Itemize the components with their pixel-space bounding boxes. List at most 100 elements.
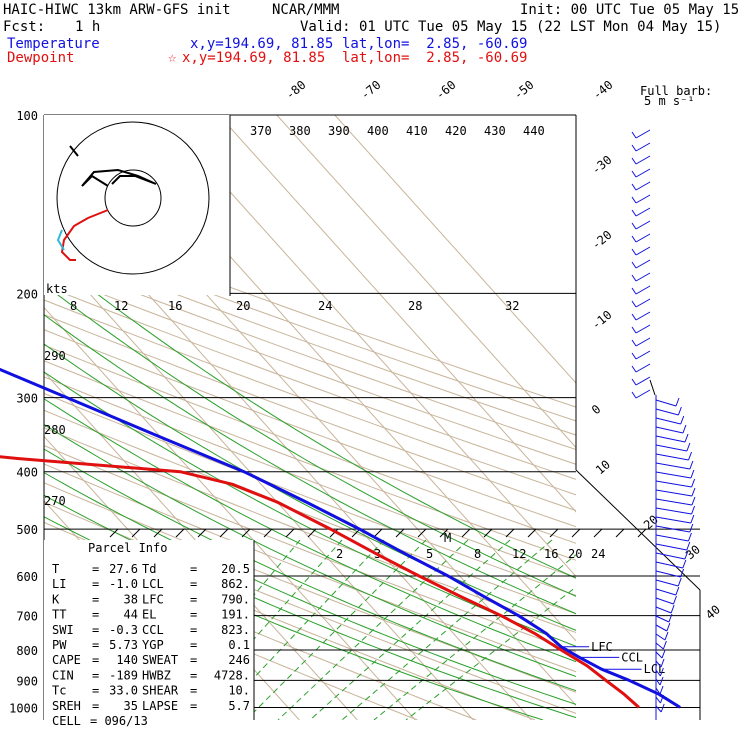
dry-adiabat-line [44,257,576,451]
isotherm-label: 40 [703,602,723,622]
wind-barb [655,669,661,677]
pressure-tick-label: 200 [16,287,38,301]
parcel-key: HWBZ [142,668,171,682]
parcel-background [44,540,254,720]
pressure-tick-label: 900 [16,674,38,688]
wind-barb [655,507,692,515]
wind-barb-flag [688,451,693,461]
parcel-key: CAPE [52,653,81,667]
parcel-value: 0.1 [228,638,250,652]
wind-barb [655,561,683,569]
wind-barb [635,298,651,308]
theta-label: 280 [44,423,66,437]
wind-barb-flag [664,631,669,641]
wind-barb [655,687,661,695]
parcel-key: SWI [52,623,74,637]
fcst-label: Fcst: [3,19,46,35]
parcel-key: LI [52,577,66,591]
isotherm-label: -40 [590,78,616,103]
pressure-tick-label: 300 [16,392,38,406]
hatch-tick [483,528,493,538]
mixing-ratio-label: 20 [568,547,582,561]
wind-barb-flag [690,514,695,524]
parcel-eq: = [190,562,197,576]
dry-adiabat-line [44,445,576,653]
wind-barb-flag [673,595,677,605]
wind-barb-flag [631,248,637,256]
parcel-eq: = [190,653,197,667]
wind-barb-flag [670,604,675,614]
parcel-value: 823. [221,623,250,637]
parcel-key: SHEAR [142,684,179,698]
theta-label: 410 [406,124,428,138]
hatch-tick [527,528,537,538]
parcel-eq: = [190,638,197,652]
parcel-eq: = [190,608,197,622]
right-axis-lower [575,469,701,591]
hodograph: kts [44,115,231,296]
parcel-eq: = [92,562,99,576]
legend-temperature-label: Temperature [7,36,100,52]
wind-barb [655,498,693,506]
wind-barb-flag [684,433,689,443]
dry-adiabat-line [44,376,576,579]
isotherm-line [334,115,576,384]
parcel-value: 5.7 [228,699,250,713]
isotherm-line [218,115,576,513]
parcel-key: SWEAT [142,653,178,667]
pressure-tick-label: 700 [16,610,38,624]
hodo-outer-ring [56,121,210,275]
wind-barb-flag [631,391,637,399]
wind-barb [655,660,662,668]
theta-label: 270 [44,494,66,508]
isotherm-line [44,371,358,720]
parcel-key: LFC [142,592,164,606]
parcel-value: 191. [221,608,250,622]
wind-barb [635,220,651,230]
dry-adiabat-line [44,409,576,615]
wind-barb-flag [689,460,694,470]
level-label-m: M [444,531,451,545]
barb-legend-line1: Full barb: [640,84,712,98]
parcel-eq: = [190,623,197,637]
parcel-key: EL [142,608,156,622]
legend-dewpoint-xy: x,y=194.69, 81.85 [182,50,326,66]
legend-temperature-latlon: lat,lon= 2.85, -60.69 [342,36,528,52]
wind-barb-flag [684,550,689,560]
hatch-tick [329,528,339,538]
wind-barb [655,642,664,650]
wind-barb [635,246,651,256]
wind-barb-flag [631,274,637,282]
wind-barb-flag [659,694,664,704]
wind-barb [635,376,651,386]
wind-barb-flag [660,703,665,713]
wind-barb-flag [631,157,637,165]
wind-barb-flag [691,496,696,506]
isotherm-label: -30 [589,153,615,178]
dry-adiabat-line [44,344,576,544]
parcel-key: CELL [52,714,81,728]
wind-barb-flag [631,352,637,360]
wind-barb [649,379,656,396]
parcel-value: 5.73 [109,638,138,652]
dry-adiabat-line [44,285,576,480]
wind-barb-flag [631,287,637,295]
wind-barb-flag [682,559,687,569]
wind-barb-flag [691,505,696,515]
legend-dewpoint-label: Dewpoint [7,50,75,66]
parcel-value: 38 [124,592,138,606]
temperature-profile [0,367,681,709]
adiabat-lines [44,217,576,720]
wind-barb [655,489,693,497]
hatch-tick [593,528,603,538]
wind-barb [635,207,651,217]
hatch-tick [175,528,185,538]
wind-barb-flag [631,183,637,191]
moist-adiabat-line [96,292,576,579]
pressure-tick-label: 800 [16,644,38,658]
parcel-eq: = [92,608,99,622]
hatch-tick [417,528,427,538]
wind-barb-flag [659,676,664,686]
wind-barb-flag [631,300,637,308]
